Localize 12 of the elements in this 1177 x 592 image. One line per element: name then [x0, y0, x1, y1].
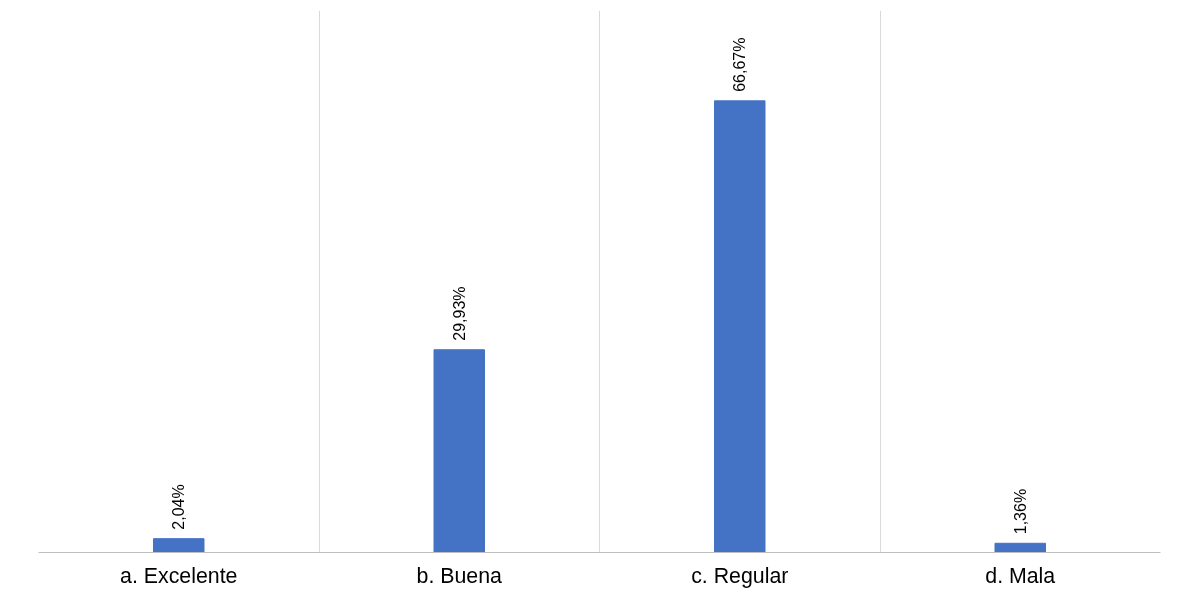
x-tick-label: a. Excelente: [120, 563, 238, 588]
bar: [994, 542, 1046, 553]
bar: [714, 100, 766, 553]
x-tick-label: c. Regular: [691, 563, 789, 588]
bar: [153, 538, 205, 553]
x-tick-label: d. Mala: [985, 563, 1056, 588]
data-label: 2,04%: [170, 484, 188, 530]
data-label: 1,36%: [1011, 488, 1029, 535]
bar: [433, 349, 485, 553]
data-label: 66,67%: [731, 37, 749, 92]
data-label: 29,93%: [450, 286, 468, 341]
x-tick-label: b. Buena: [416, 563, 503, 588]
